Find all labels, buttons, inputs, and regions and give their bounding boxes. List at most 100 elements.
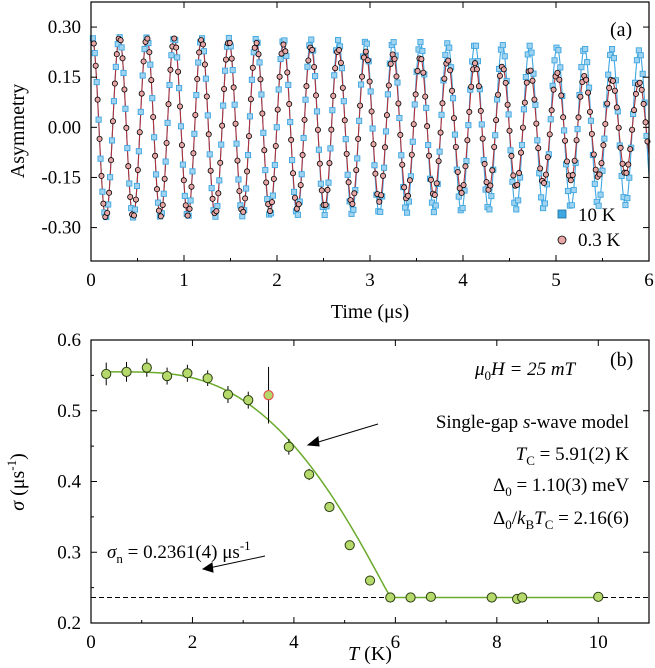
point-10k <box>107 174 114 181</box>
tc-sub: C <box>526 453 535 468</box>
tc-annotation: TC = 5.91(2) K <box>516 444 630 468</box>
panel-b-ylabel-unit: (μs <box>7 471 29 501</box>
point-03k <box>178 142 185 149</box>
point-03k <box>395 100 402 107</box>
point-10k <box>624 195 631 202</box>
point-10k <box>258 91 265 98</box>
point-03k <box>209 195 216 202</box>
point-10k <box>225 34 232 42</box>
point-03k <box>544 154 551 161</box>
point-03k <box>351 190 358 197</box>
point-03k <box>134 166 141 173</box>
point-03k <box>458 189 465 196</box>
point-03k <box>541 180 548 187</box>
point-03k <box>276 73 283 80</box>
field-annotation: μ0H = 25 mT <box>474 359 577 383</box>
point-10k <box>340 98 347 105</box>
point-03k <box>341 117 348 124</box>
point-03k <box>571 157 578 164</box>
point-10k <box>551 57 558 64</box>
point-03k <box>154 186 161 193</box>
point-03k <box>393 73 400 80</box>
outlier-point <box>263 389 274 401</box>
sigma-point <box>182 368 193 379</box>
point-03k <box>188 183 195 190</box>
point-03k <box>330 92 337 99</box>
point-10k <box>135 148 142 155</box>
point-10k <box>244 152 252 159</box>
panel-a-xlabel: Time (μs) <box>331 301 409 323</box>
point-03k <box>588 130 595 137</box>
point-10k <box>522 74 529 81</box>
panel-a-ticks: 0 1 2 3 4 5 6 0.30 0.15 0.00 -0.15 -0.30 <box>41 2 654 291</box>
point-03k <box>418 56 425 63</box>
point-03k <box>510 172 517 179</box>
b-ytick-label: 0.3 <box>57 542 81 563</box>
point-03k <box>427 176 434 183</box>
point-10k <box>637 52 644 59</box>
point-03k <box>370 141 377 148</box>
point-10k <box>513 206 520 213</box>
point-10k <box>605 71 612 78</box>
point-10k <box>486 206 493 213</box>
point-03k <box>479 135 486 142</box>
panel-b-ticks: 0 2 4 6 8 10 0.2 0.3 0.4 0.5 0.6 <box>57 330 650 653</box>
point-10k <box>626 174 633 181</box>
point-10k <box>488 193 495 200</box>
point-10k <box>162 158 169 165</box>
point-03k <box>257 76 264 83</box>
b-ytick-label: 0.5 <box>57 401 81 422</box>
point-03k <box>236 188 243 195</box>
point-10k <box>509 178 516 185</box>
point-03k <box>155 207 162 214</box>
sigma-point <box>344 540 355 551</box>
point-10k <box>570 186 577 194</box>
a-xtick-label: 6 <box>644 270 654 291</box>
sigma-point <box>324 501 335 513</box>
point-03k <box>437 129 444 136</box>
point-03k <box>632 90 639 97</box>
point-10k <box>154 199 162 206</box>
point-03k <box>113 51 120 58</box>
point-10k <box>342 136 349 143</box>
point-03k <box>414 68 421 75</box>
sigma-n-arrow-line <box>208 555 266 569</box>
point-10k <box>555 47 562 54</box>
point-03k <box>311 63 318 70</box>
point-03k <box>301 116 308 123</box>
sigma-n-arrow-head <box>201 562 214 573</box>
point-03k <box>318 187 325 194</box>
point-03k <box>272 142 279 149</box>
sigma-point <box>141 362 152 373</box>
point-03k <box>297 182 304 189</box>
point-03k <box>180 177 187 184</box>
point-10k <box>526 42 533 49</box>
point-10k <box>404 209 411 216</box>
point-10k <box>561 127 568 134</box>
point-03k <box>378 192 385 199</box>
point-03k <box>247 96 254 103</box>
point-03k <box>194 76 201 83</box>
a-xtick-label: 4 <box>458 270 468 291</box>
point-03k <box>219 122 226 129</box>
point-03k <box>636 79 643 86</box>
point-10k <box>459 205 466 212</box>
ratio-sym: Δ <box>493 508 505 529</box>
point-03k <box>242 195 249 202</box>
point-03k <box>182 202 189 209</box>
point-03k <box>177 103 184 110</box>
point-10k <box>446 44 453 51</box>
point-10k <box>285 81 292 88</box>
point-03k <box>136 129 143 136</box>
point-03k <box>426 152 433 159</box>
point-03k <box>90 40 97 47</box>
point-03k <box>611 87 618 94</box>
point-03k <box>460 182 467 189</box>
point-10k <box>455 193 462 200</box>
a-xtick-label: 5 <box>551 270 561 291</box>
point-03k <box>244 168 251 175</box>
point-10k <box>384 91 391 98</box>
model-arrow-head <box>306 436 320 447</box>
panel-a-ylabel: Asymmetry <box>7 84 29 178</box>
point-03k <box>364 57 371 64</box>
